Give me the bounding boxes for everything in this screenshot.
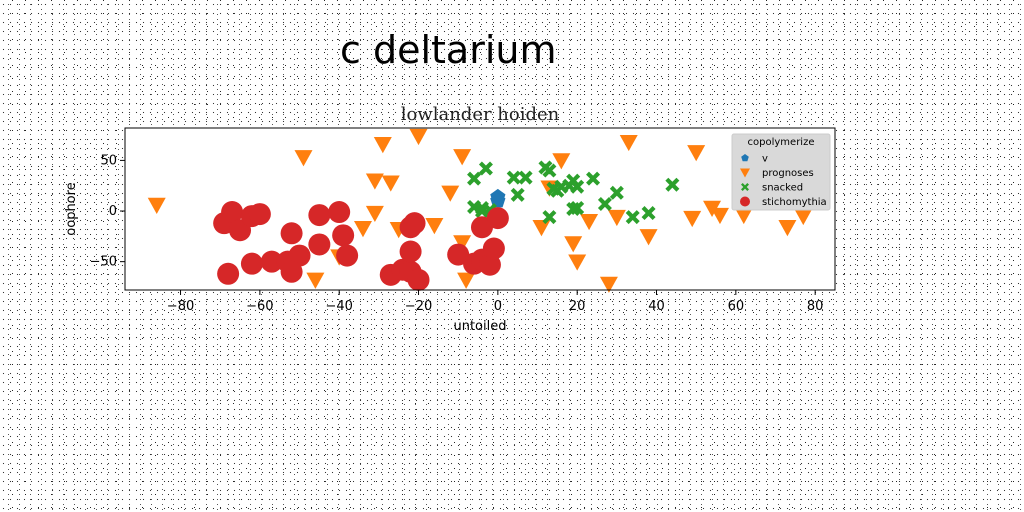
prognoses-point xyxy=(683,210,702,228)
stichomythia-point xyxy=(308,204,331,227)
stichomythia-point xyxy=(328,201,351,224)
prognoses-point xyxy=(599,276,618,293)
series-stichomythia xyxy=(213,201,509,291)
prognoses-point xyxy=(373,137,392,154)
stichomythia-point xyxy=(280,260,303,283)
snacked-point xyxy=(570,179,585,194)
x-tick-label: 20 xyxy=(569,299,586,314)
x-axis-label: untoiled xyxy=(453,319,506,334)
snacked-point xyxy=(570,200,585,215)
y-tick-label: 0 xyxy=(109,204,117,219)
y-tick-label: −50 xyxy=(90,255,117,270)
x-tick-label: 60 xyxy=(728,299,745,314)
prognoses-point xyxy=(453,235,472,252)
prognoses-point xyxy=(687,145,706,162)
snacked-point xyxy=(597,196,612,211)
stichomythia-point xyxy=(399,240,422,263)
prognoses-point xyxy=(532,220,551,237)
axes-title: lowlander hoiden xyxy=(401,104,560,125)
snacked-point xyxy=(474,204,489,219)
prognoses-point xyxy=(147,197,166,214)
x-tick-label: −80 xyxy=(167,299,194,314)
prognoses-point xyxy=(580,213,599,231)
figure-suptitle: c deltarium xyxy=(340,28,557,72)
stichomythia-point xyxy=(221,201,244,224)
prognoses-point xyxy=(607,209,626,227)
snacked-point xyxy=(665,177,680,192)
prognoses-point xyxy=(381,175,400,192)
prognoses-point xyxy=(353,221,372,238)
legend-marker-prognoses xyxy=(740,168,750,178)
stichomythia-point xyxy=(399,216,422,239)
prognoses-point xyxy=(453,149,472,166)
prognoses-point xyxy=(552,153,571,170)
legend-title: copolymerize xyxy=(748,137,815,148)
stichomythia-point xyxy=(248,203,271,226)
legend-marker-stichomythia xyxy=(740,196,750,207)
stichomythia-point xyxy=(308,233,331,256)
snacked-point xyxy=(506,170,521,185)
legend-label-prognoses: prognoses xyxy=(762,168,814,179)
series-layer xyxy=(147,128,813,293)
x-tick-label: −20 xyxy=(405,299,432,314)
prognoses-point xyxy=(710,207,729,225)
prognoses-point xyxy=(639,229,658,246)
prognoses-point xyxy=(441,185,460,202)
legend-items: v prognoses snacked stichomythia xyxy=(740,154,827,208)
x-axis-ticks: −80 −60 −40 −20 0 20 40 60 80 xyxy=(167,290,824,314)
stichomythia-point xyxy=(240,252,263,275)
stichomythia-point xyxy=(336,244,359,267)
y-axis-label: oophore xyxy=(64,182,79,235)
legend-marker-snacked xyxy=(741,183,749,191)
legend-box xyxy=(731,133,831,211)
prognoses-point xyxy=(568,254,587,271)
legend-label-v: v xyxy=(762,154,768,165)
legend-marker-v xyxy=(741,154,749,162)
prognoses-point xyxy=(564,236,583,253)
prognoses-point xyxy=(734,207,753,225)
y-axis-ticks: −50 0 50 xyxy=(90,153,125,270)
y-tick-label: 50 xyxy=(100,153,117,168)
snacked-point xyxy=(609,185,624,200)
series-prognoses xyxy=(147,128,813,293)
stichomythia-point xyxy=(217,262,240,285)
snacked-point xyxy=(542,163,557,178)
prognoses-point xyxy=(425,218,444,235)
stichomythia-point xyxy=(486,207,509,230)
snacked-point xyxy=(542,210,557,225)
snacked-point xyxy=(625,210,640,225)
snacked-point xyxy=(467,171,482,186)
legend-label-stichomythia: stichomythia xyxy=(762,197,827,208)
prognoses-point xyxy=(365,173,384,190)
prognoses-point xyxy=(294,150,313,167)
snacked-point xyxy=(478,161,493,176)
snacked-point xyxy=(586,171,601,186)
stichomythia-point xyxy=(332,224,355,247)
snacked-point xyxy=(518,170,533,185)
x-tick-label: −40 xyxy=(325,299,352,314)
stichomythia-point xyxy=(482,237,505,260)
prognoses-point xyxy=(365,205,384,223)
prognoses-point xyxy=(409,128,428,146)
prognoses-point xyxy=(306,272,325,289)
x-tick-label: 40 xyxy=(648,299,665,314)
stichomythia-point xyxy=(407,268,430,291)
prognoses-point xyxy=(794,208,813,226)
prognoses-point xyxy=(778,220,797,237)
stichomythia-point xyxy=(260,250,283,273)
x-tick-label: 0 xyxy=(494,299,502,314)
legend-label-snacked: snacked xyxy=(762,183,803,194)
plot-frame xyxy=(124,127,836,291)
snacked-point xyxy=(641,206,656,221)
legend: copolymerize v prognoses snacked stichomyth… xyxy=(731,133,831,211)
snacked-point xyxy=(510,187,525,202)
prognoses-point xyxy=(619,134,638,152)
x-tick-label: 80 xyxy=(807,299,824,314)
prognoses-point xyxy=(457,272,476,289)
stichomythia-point xyxy=(280,222,303,245)
x-tick-label: −60 xyxy=(246,299,273,314)
